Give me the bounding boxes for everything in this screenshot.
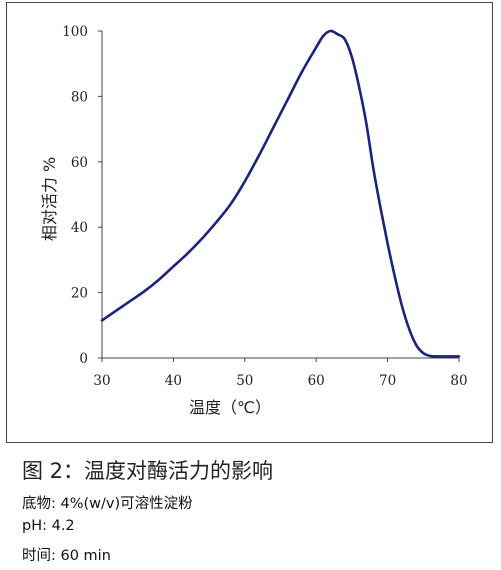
y-tick-label: 100 [62, 24, 88, 40]
x-tick-label: 40 [165, 373, 182, 389]
activity-curve [100, 29, 461, 358]
series-layer [100, 29, 461, 358]
y-tick-label: 80 [71, 89, 88, 105]
x-tick-label: 70 [379, 373, 396, 389]
y-tick-label: 0 [79, 351, 88, 367]
x-tick-label: 50 [236, 373, 253, 389]
x-tick-label: 80 [450, 373, 467, 389]
x-axis-title: 温度（℃） [189, 398, 271, 417]
note-ph: pH: 4.2 [22, 518, 75, 534]
chart-frame: 30 40 50 60 70 80 0 20 40 60 80 100 温度（℃） 相对活力 % [6, 2, 493, 443]
ticks: 30 40 50 60 70 80 0 20 40 60 80 100 [62, 24, 467, 389]
y-tick-label: 60 [71, 155, 88, 171]
x-tick-label: 60 [308, 373, 325, 389]
note-substrate: 底物: 4%(w/v)可溶性淀粉 [22, 496, 193, 512]
y-tick-label: 20 [71, 286, 88, 302]
note-time: 时间: 60 min [22, 548, 111, 564]
y-tick-label: 40 [71, 220, 88, 236]
y-axis-title: 相对活力 % [40, 157, 59, 241]
temperature-activity-chart: 30 40 50 60 70 80 0 20 40 60 80 100 温度（℃） 相对活力 % [40, 24, 468, 417]
axes [101, 31, 459, 359]
figure-caption: 图 2：温度对酶活力的影响 [22, 459, 274, 483]
x-tick-label: 30 [93, 373, 110, 389]
